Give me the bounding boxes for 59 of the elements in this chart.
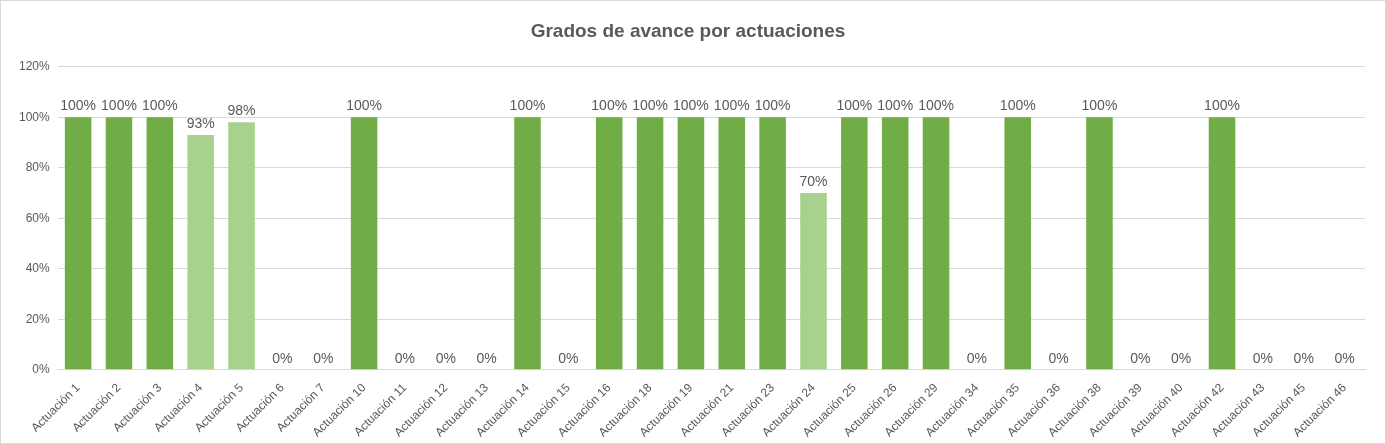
data-label: 0% [1293,349,1314,366]
y-tick-label: 100% [18,109,51,124]
bar [1004,117,1032,370]
data-label: 100% [591,97,628,114]
data-label: 100% [713,97,750,114]
bar [677,117,705,370]
data-label: 100% [754,97,791,114]
bar [922,117,950,370]
data-label: 100% [60,97,97,114]
data-label: 0% [558,349,579,366]
data-label: 0% [1334,349,1355,366]
data-label: 0% [1252,349,1273,366]
bar [105,117,133,370]
y-tick-label: 20% [25,311,51,326]
data-label: 0% [476,349,497,366]
bar [146,117,174,370]
bar [1086,117,1113,370]
bar [64,117,92,370]
data-label: 100% [836,97,873,114]
data-label: 100% [101,97,137,114]
data-label: 100% [673,97,709,114]
data-label: 100% [1081,97,1118,114]
bar [881,117,909,370]
bar [636,117,664,370]
data-label: 100% [918,97,954,114]
data-label: 0% [1130,349,1151,366]
data-label: 0% [272,349,293,366]
bar [228,122,255,370]
bar [718,117,746,370]
data-label: 0% [1048,349,1069,366]
y-tick-label: 0% [32,362,51,377]
data-label: 98% [227,102,256,119]
data-label: 0% [966,349,988,366]
y-tick-label: 120% [18,59,51,74]
bar [514,117,541,370]
bar [595,117,623,370]
data-label: 93% [186,114,215,131]
chart-title: Grados de avance por actuaciones [530,19,846,41]
data-label: 100% [999,97,1036,114]
data-label: 0% [435,349,456,366]
y-tick-label: 40% [25,261,51,276]
data-label: 100% [632,97,668,114]
bar [350,117,378,370]
data-label: 0% [313,349,334,366]
y-tick-label: 80% [25,160,51,175]
data-label: 0% [394,349,416,366]
data-label: 100% [1204,97,1240,114]
data-label: 100% [141,97,178,114]
data-label: 70% [799,172,828,189]
bar [1208,117,1236,370]
data-label: 100% [877,97,914,114]
data-label: 100% [346,97,382,114]
data-label: 0% [1171,349,1192,366]
y-tick-label: 60% [25,210,51,225]
bar [800,193,827,370]
bar [187,134,214,370]
data-label: 100% [509,97,546,114]
bar [759,117,786,370]
bar [841,117,868,370]
